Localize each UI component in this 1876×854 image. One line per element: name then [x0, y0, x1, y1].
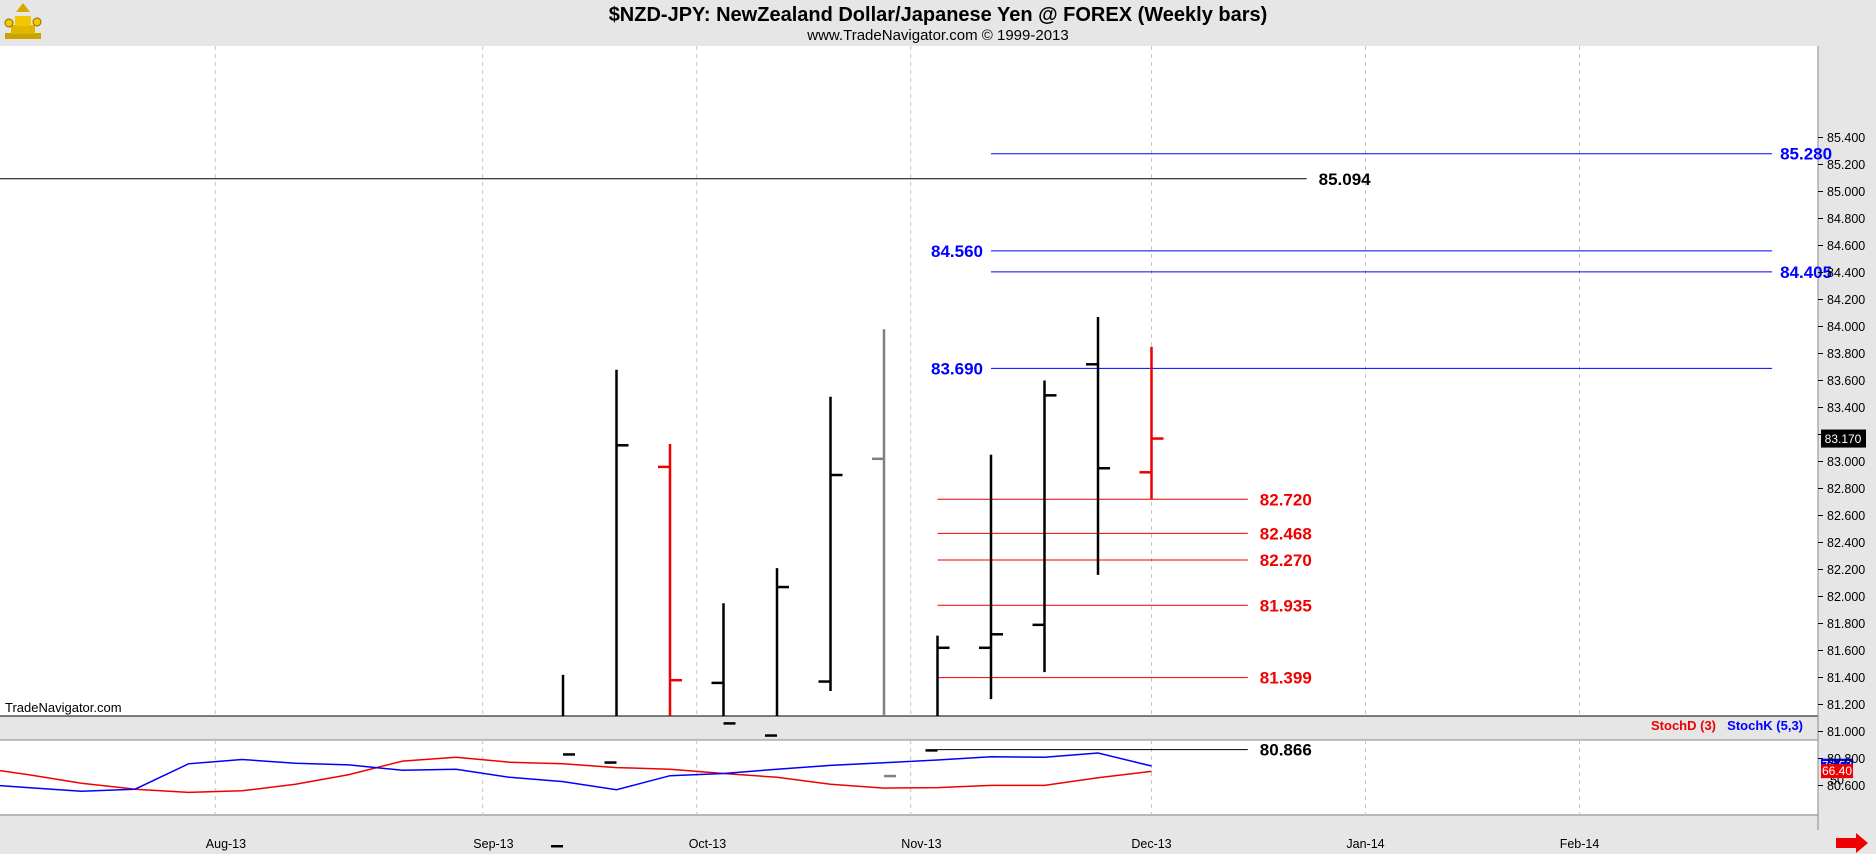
time-axis-label: Oct-13	[689, 837, 727, 851]
price-level-label: 84.560	[931, 242, 983, 261]
ohlc-bar	[658, 443, 682, 716]
price-axis-tick-label: 84.400	[1827, 266, 1865, 280]
price-axis-tick-label: 82.200	[1827, 563, 1865, 577]
price-axis-tick-label: 81.400	[1827, 671, 1865, 685]
ohlc-bar	[925, 635, 950, 752]
stochastic-layer: StochD (3)StochK (5,3)5076.5366.40	[0, 718, 1853, 794]
ohlc-bar	[711, 603, 736, 725]
ohlc-bar	[1086, 317, 1110, 575]
ohlc-bar	[818, 396, 843, 691]
price-axis: 85.400 85.200 85.000 84.800 84.600 84.400 84.2…	[1818, 131, 1866, 793]
ohlc-bar	[765, 568, 789, 737]
time-axis-label: Dec-13	[1131, 837, 1171, 851]
price-axis-tick-label: 82.600	[1827, 509, 1865, 523]
stoch-d-value: 66.40	[1822, 764, 1852, 778]
stoch-d-legend: StochD (3)	[1651, 718, 1716, 733]
price-panel	[0, 46, 1818, 716]
ohlc-bar	[604, 369, 629, 764]
bars-layer	[551, 317, 1164, 848]
price-level-label: 85.094	[1319, 170, 1372, 189]
stoch-k-line	[0, 752, 1152, 793]
price-level-label: 82.468	[1260, 524, 1312, 543]
time-axis: Aug-13 Sep-13 Oct-13 Nov-13 Dec-13 Jan-14 Feb-…	[206, 837, 1600, 851]
price-axis-tick-label: 81.800	[1827, 617, 1865, 631]
price-axis-tick-label: 83.800	[1827, 347, 1865, 361]
price-axis-tick-label: 85.000	[1827, 185, 1865, 199]
last-price-label: 83.170	[1825, 432, 1862, 446]
price-axis-tick-label: 81.200	[1827, 698, 1865, 712]
price-level-label: 82.270	[1260, 551, 1312, 570]
time-axis-label: Feb-14	[1560, 837, 1600, 851]
price-level-label: 81.399	[1260, 669, 1312, 688]
chart-subtitle: www.TradeNavigator.com © 1999-2013	[806, 27, 1068, 44]
chart-title: $NZD-JPY: NewZealand Dollar/Japanese Yen…	[609, 4, 1268, 26]
ohlc-bar	[1139, 346, 1164, 500]
price-axis-tick-label: 80.800	[1827, 752, 1865, 766]
price-axis-tick-label: 82.800	[1827, 482, 1865, 496]
price-level-label: 84.405	[1780, 263, 1832, 282]
price-axis-tick-label: 82.000	[1827, 590, 1865, 604]
time-axis-label: Aug-13	[206, 837, 246, 851]
price-axis-tick-label: 83.600	[1827, 374, 1865, 388]
price-axis-tick-label: 82.400	[1827, 536, 1865, 550]
ohlc-bar	[872, 329, 896, 778]
time-axis-label: Nov-13	[901, 837, 941, 851]
price-axis-tick-label: 81.000	[1827, 725, 1865, 739]
arrow-right-icon	[1836, 833, 1868, 853]
price-axis-tick-label: 84.000	[1827, 320, 1865, 334]
price-axis-tick-label: 85.400	[1827, 131, 1865, 145]
stochastic-panel	[0, 740, 1818, 814]
time-axis-label: Sep-13	[473, 837, 513, 851]
price-level-label: 83.690	[931, 359, 983, 378]
trade-navigator-logo-icon	[4, 3, 42, 39]
price-level-label: 82.720	[1260, 490, 1312, 509]
ohlc-bar	[551, 674, 575, 848]
price-level-label: 85.280	[1780, 145, 1832, 164]
stoch-k-legend: StochK (5,3)	[1727, 718, 1803, 733]
ohlc-bar	[1032, 380, 1057, 673]
stoch-d-tag	[1821, 764, 1853, 779]
price-axis-tick-label: 81.600	[1827, 644, 1865, 658]
price-axis-tick-label: 80.600	[1827, 779, 1865, 793]
price-axis-tick-label: 83.400	[1827, 401, 1865, 415]
scroll-right-button[interactable]	[1826, 832, 1874, 853]
last-price-tag	[1821, 429, 1866, 448]
time-axis-label: Jan-14	[1346, 837, 1384, 851]
ohlc-bar	[979, 454, 1003, 700]
price-level-label: 80.866	[1260, 741, 1312, 760]
price-axis-tick-label: 83.000	[1827, 455, 1865, 469]
levels-layer: 85.280 85.094 84.560 84.405 83.690 82.720 82.4…	[0, 145, 1832, 760]
price-axis-tick-label: 85.200	[1827, 158, 1865, 172]
watermark-label: TradeNavigator.com	[5, 700, 122, 715]
price-axis-tick-label: 84.600	[1827, 239, 1865, 253]
price-axis-tick-label: 84.800	[1827, 212, 1865, 226]
price-level-label: 81.935	[1260, 596, 1312, 615]
stoch-d-line	[0, 756, 1152, 794]
price-axis-tick-label: 84.200	[1827, 293, 1865, 307]
